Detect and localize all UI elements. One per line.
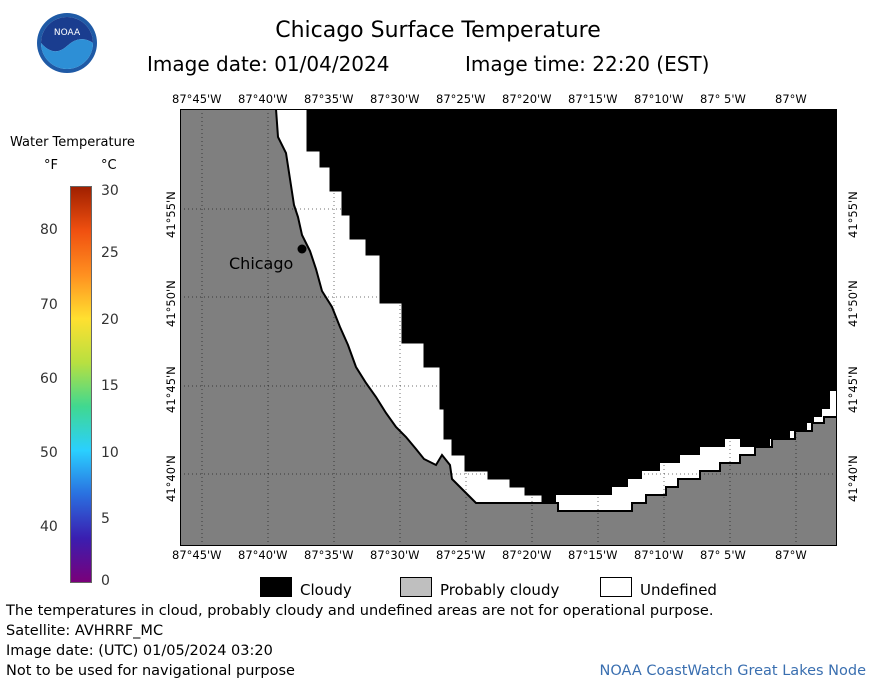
top-longitude-label: 87°25'W [436, 92, 486, 106]
bottom-longitude-label: 87° 5'W [700, 548, 746, 562]
top-longitude-label: 87°30'W [370, 92, 420, 106]
image-date: Image date: 01/04/2024 [147, 52, 390, 76]
bottom-longitude-label: 87°40'W [238, 548, 288, 562]
legend-swatch-cloudy [260, 577, 292, 597]
cloudy-area [307, 109, 837, 503]
celsius-tick: 0 [101, 573, 110, 589]
top-longitude-label: 87°45'W [172, 92, 222, 106]
celsius-tick: 20 [101, 312, 119, 328]
fahrenheit-tick: 50 [40, 445, 58, 461]
bottom-longitude-label: 87°W [775, 548, 807, 562]
celsius-tick: 15 [101, 378, 119, 394]
celsius-tick: 25 [101, 245, 119, 261]
top-longitude-label: 87° 5'W [700, 92, 746, 106]
top-longitude-label: 87°W [775, 92, 807, 106]
top-longitude-label: 87°20'W [502, 92, 552, 106]
unit-fahrenheit: °F [44, 158, 58, 173]
satellite-info: Satellite: AVHRRF_MC [6, 623, 164, 639]
unit-celsius: °C [101, 158, 117, 173]
bottom-longitude-label: 87°45'W [172, 548, 222, 562]
top-longitude-label: 87°10'W [634, 92, 684, 106]
right-latitude-label: 41°50'N [846, 280, 860, 327]
noaa-logo-icon: NOAA [37, 13, 97, 73]
fahrenheit-tick: 60 [40, 371, 58, 387]
bottom-longitude-label: 87°30'W [370, 548, 420, 562]
chicago-marker-icon [297, 244, 307, 254]
land-area [180, 109, 837, 546]
celsius-tick: 5 [101, 511, 110, 527]
fahrenheit-tick: 70 [40, 297, 58, 313]
city-label: Chicago [229, 254, 293, 273]
legend-swatch-probably-cloudy [400, 577, 432, 597]
legend-label-undefined: Undefined [640, 581, 717, 599]
right-latitude-label: 41°55'N [846, 191, 860, 238]
left-latitude-label: 41°45'N [164, 366, 178, 413]
top-longitude-label: 87°35'W [304, 92, 354, 106]
bottom-longitude-label: 87°15'W [568, 548, 618, 562]
right-latitude-label: 41°40'N [846, 455, 860, 502]
image-time: Image time: 22:20 (EST) [465, 52, 710, 76]
credit-text: NOAA CoastWatch Great Lakes Node [599, 663, 866, 679]
left-latitude-label: 41°50'N [164, 280, 178, 327]
left-latitude-label: 41°55'N [164, 191, 178, 238]
coastline [275, 109, 837, 512]
celsius-tick: 10 [101, 445, 119, 461]
legend-swatch-undefined [600, 577, 632, 597]
operational-notice: The temperatures in cloud, probably clou… [6, 603, 714, 619]
legend-label-cloudy: Cloudy [300, 581, 352, 599]
temperature-map: Chicago [180, 109, 837, 546]
cloud-boundary [306, 109, 543, 503]
left-latitude-label: 41°40'N [164, 455, 178, 502]
celsius-tick: 30 [101, 183, 119, 199]
navigation-warning: Not to be used for navigational purpose [6, 663, 295, 679]
logo-text: NOAA [54, 28, 81, 38]
colorbar-title: Water Temperature [10, 135, 135, 150]
colorbar [70, 186, 92, 583]
bottom-longitude-label: 87°25'W [436, 548, 486, 562]
legend-label-probably-cloudy: Probably cloudy [440, 581, 560, 599]
top-longitude-label: 87°40'W [238, 92, 288, 106]
utc-image-date: Image date: (UTC) 01/05/2024 03:20 [6, 643, 273, 659]
right-latitude-label: 41°45'N [846, 366, 860, 413]
bottom-longitude-label: 87°10'W [634, 548, 684, 562]
map-border [180, 109, 837, 546]
page-title: Chicago Surface Temperature [275, 18, 601, 43]
bottom-longitude-label: 87°20'W [502, 548, 552, 562]
fahrenheit-tick: 40 [40, 519, 58, 535]
fahrenheit-tick: 80 [40, 222, 58, 238]
top-longitude-label: 87°15'W [568, 92, 618, 106]
bottom-longitude-label: 87°35'W [304, 548, 354, 562]
